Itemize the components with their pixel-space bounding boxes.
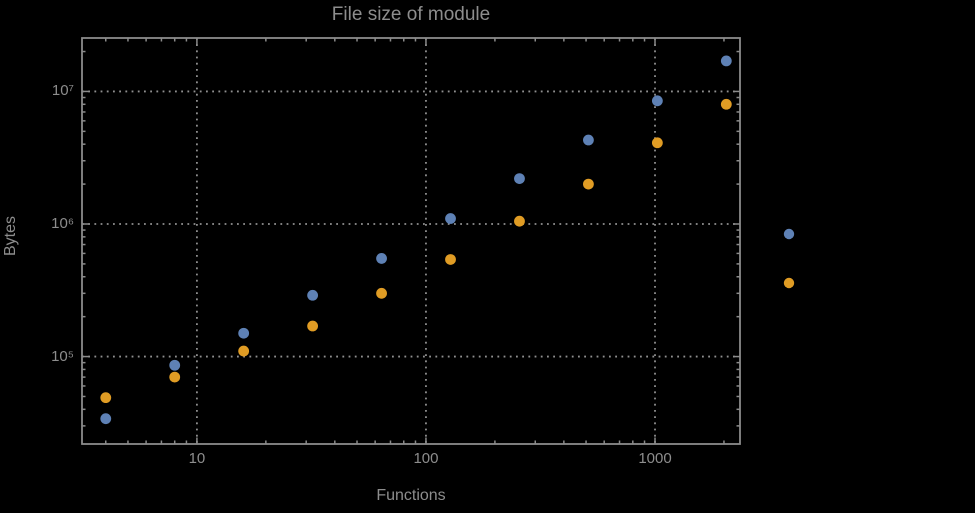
x-axis-label: Functions [376,487,446,504]
y-tick-label-10⁷: 10⁷ [51,82,74,100]
data-point-series-1-blue [720,55,732,67]
data-point-series-2-orange [583,178,594,190]
data-point-series-1-blue [651,95,663,107]
data-point-series-1-blue [376,253,387,264]
data-point-series-2-orange [307,320,319,332]
data-point-series-2-orange [169,371,181,383]
data-point-series-2-orange [238,345,250,357]
y-axis-label: Bytes [2,216,19,257]
y-tick-label-10⁵: 10⁵ [51,347,74,365]
data-point-series-2-orange [376,287,387,299]
legend-marker-1 [783,228,795,240]
data-point-series-2-orange [514,215,525,227]
data-point-series-2-orange [720,98,732,110]
data-point-series-1-blue [307,289,319,301]
legend-marker-2 [783,277,795,289]
x-tick-label-100: 100 [413,450,439,467]
data-point-series-1-blue [238,327,250,339]
x-tick-label-10: 10 [188,450,206,467]
chart-title: File size of module [331,4,491,25]
data-point-series-1-blue [100,413,112,425]
data-point-series-2-orange [100,392,112,404]
data-point-series-2-orange [651,137,663,149]
plot-frame [81,37,741,445]
x-tick-label-1000: 1000 [638,450,672,467]
data-point-series-1-blue [583,134,594,146]
data-point-series-1-blue [445,213,456,224]
data-point-series-1-blue [514,173,525,185]
y-tick-label-10⁶: 10⁶ [51,215,74,232]
data-point-series-2-orange [445,254,456,265]
data-point-series-1-blue [169,359,181,371]
